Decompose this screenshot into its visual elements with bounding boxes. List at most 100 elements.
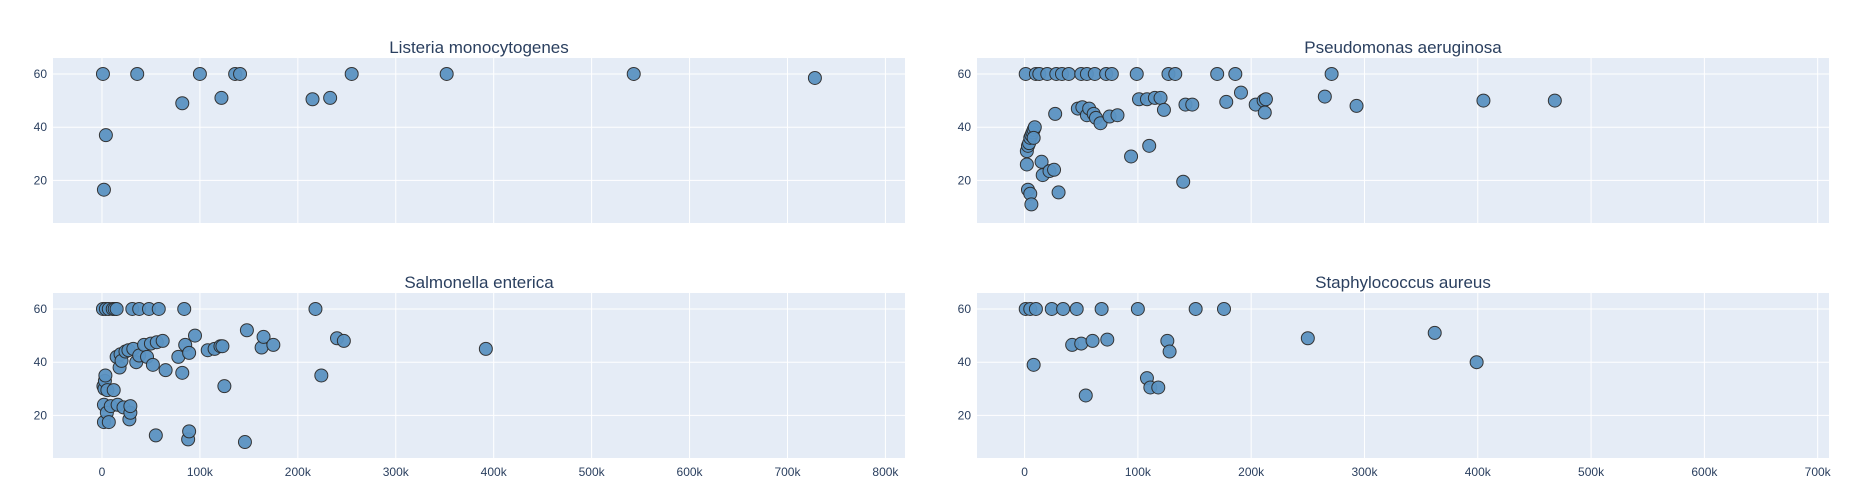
scatter-point [182,424,197,439]
scatter-point [1142,138,1157,153]
panel-listeria: 20 40 60 Listeria monocytogenes [34,38,905,223]
x-tick-label: 300k [1351,465,1378,479]
x-tick-label: 300k [383,465,410,479]
scatter-point [1024,197,1039,212]
scatter-point [214,90,229,105]
scatter-point [101,415,116,430]
scatter-point [1061,66,1076,81]
y-tick-label: 20 [34,173,48,187]
panel-title: Listeria monocytogenes [389,38,569,57]
y-tick-label: 20 [958,173,972,187]
scatter-point [1056,301,1071,316]
plot-area [977,58,1829,223]
x-tick-label: 700k [1805,465,1832,479]
scatter-point [95,66,110,81]
panel-title: Pseudomonas aeruginosa [1304,38,1502,57]
y-tick-label: 60 [34,302,48,316]
scatter-point [98,368,113,383]
x-tick-label: 600k [1691,465,1718,479]
scatter-point [239,323,254,338]
scatter-point [1100,332,1115,347]
gridlines [977,58,1829,223]
y-tick-label: 20 [34,408,48,422]
scatter-point [109,301,124,316]
scatter-point [314,368,329,383]
scatter-point [130,66,145,81]
scatter-point [1349,98,1364,113]
scatter-point [237,435,252,450]
scatter-point [1026,130,1041,145]
scatter-point [217,379,232,394]
scatter-point [192,66,207,81]
scatter-point [1162,344,1177,359]
plot-area [53,58,905,223]
scatter-point [1300,331,1315,346]
x-tick-label: 100k [1125,465,1152,479]
x-tick-label: 700k [774,465,801,479]
scatter-points [1018,301,1484,403]
scatter-point [123,399,138,414]
panel-pseudomonas: 20 40 60 Pseudomonas aeruginosa [958,38,1829,223]
scatter-point [151,301,166,316]
scatter-point [1427,325,1442,340]
scatter-point [1469,355,1484,370]
scatter-point [1547,93,1562,108]
scatter-point [266,337,281,352]
y-tick-label: 60 [958,67,972,81]
x-tick-label: 0 [99,465,106,479]
scatter-point [336,333,351,348]
scatter-point [1176,174,1191,189]
y-tick-labels: 20 40 60 [34,67,48,187]
scatter-point [1078,388,1093,403]
panel-salmonella: 20 40 60 0 100k 200k 300k 400k 500k 600k 700k 800k… [34,273,905,479]
scatter-point [175,365,190,380]
scatter-point [1019,157,1034,172]
scatter-points [1018,66,1562,212]
y-tick-label: 60 [34,67,48,81]
x-tick-label: 800k [872,465,899,479]
x-tick-label: 0 [1021,465,1028,479]
x-tick-label: 500k [579,465,606,479]
scatter-point [1130,301,1145,316]
scatter-point [1028,301,1043,316]
scatter-point [1151,380,1166,395]
scatter-point [1074,336,1089,351]
scatter-point [215,339,230,354]
scatter-point [308,301,323,316]
scatter-point [158,363,173,378]
scatter-point [305,92,320,107]
y-tick-labels: 20 40 60 [34,302,48,422]
x-tick-label: 400k [481,465,508,479]
scatter-point [1228,66,1243,81]
scatter-point [344,66,359,81]
y-tick-label: 40 [34,355,48,369]
scatter-point [188,328,202,343]
scatter-point [1129,66,1144,81]
scatter-point [148,428,163,443]
scatter-point [177,301,192,316]
scatter-point [1110,108,1125,123]
y-tick-label: 40 [958,355,972,369]
scatter-point [1257,105,1272,120]
scatter-point [1324,66,1339,81]
y-tick-label: 60 [958,302,972,316]
y-tick-label: 40 [958,120,972,134]
x-tick-labels: 0 100k 200k 300k 400k 500k 600k 700k [1021,465,1831,479]
scatter-points [95,301,493,450]
plot-area [977,293,1829,458]
y-tick-label: 20 [958,408,972,422]
scatter-point [1476,93,1491,108]
scatter-point [1258,92,1273,107]
scatter-point [1048,106,1063,121]
scatter-points [95,66,822,197]
scatter-point [1047,162,1062,177]
scatter-point [1094,301,1109,316]
x-tick-label: 200k [1238,465,1265,479]
y-tick-labels: 20 40 60 [958,67,972,187]
scatter-point [155,333,170,348]
scatter-point [233,66,248,81]
gridlines [977,293,1829,458]
scatter-point [807,70,822,85]
scatter-point [1069,301,1084,316]
